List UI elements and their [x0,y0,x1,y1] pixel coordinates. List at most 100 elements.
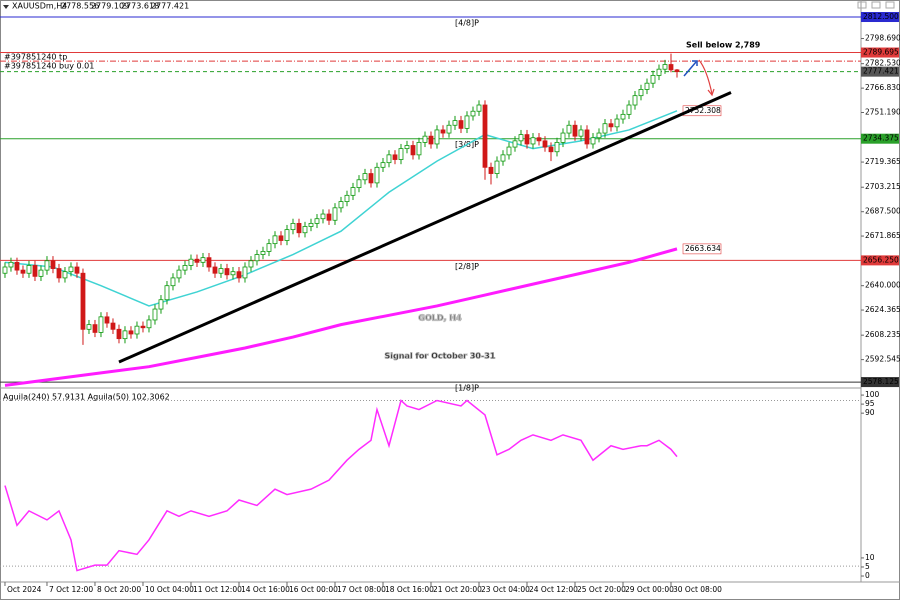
candle-body [626,104,632,115]
candle-body [302,226,308,234]
indicator-title: Aguila(240) 57.9131 Aguila(50) 102.3062 [3,393,170,402]
candle-body [32,265,38,277]
candle-body [254,254,260,262]
candle-body [278,235,284,241]
y-tick-label: 90 [865,408,875,417]
candle-body [650,75,656,84]
close-icon[interactable] [885,1,895,9]
watermark-subtitle: Signal for October 30-31 [385,352,496,361]
menu-icon[interactable] [3,5,9,9]
x-tick-label: 16 Oct 00:00 [289,585,338,594]
candle-body [212,266,218,274]
ohlc-header-value: 2779.109 [91,2,129,11]
candle-body [338,201,344,209]
candle-body [314,218,320,224]
candle-body [410,145,416,156]
candle-body [146,319,152,329]
candle-body [398,148,404,160]
y-tick-label: 2640.000 [865,281,900,290]
candle-body [566,124,572,134]
candle-body [488,166,494,174]
order-label: #397851240 buy 0.01 [4,62,94,71]
y-tick-label: 10 [865,553,875,562]
candle-body [128,330,134,335]
candle-body [548,146,554,153]
candle-body [632,95,638,106]
candle-body [152,308,158,321]
candle-body [176,269,182,279]
y-tick-label: 2624.365 [865,305,900,314]
candle-body [440,129,446,134]
candle-body [494,160,500,174]
candle-body [512,140,518,148]
ma-label: 2663.634 [685,244,721,253]
x-tick-label: 7 Oct 12:00 [49,585,93,594]
candle-body [110,322,116,330]
candle-body [524,134,530,145]
candle-body [200,257,206,263]
y-tick-label: 2751.190 [865,108,900,117]
candle-body [44,260,50,271]
price-tag-box [861,12,899,23]
price-tag-box [861,47,899,58]
candle-body [182,265,188,271]
x-tick-label: 14 Oct 16:00 [241,585,290,594]
ohlc-header-value: 2773.618 [121,2,159,11]
candle-body [350,187,356,196]
order-label: #397851240 tp [4,53,67,62]
y-tick-label: 2687.500 [865,207,900,216]
minimize-icon[interactable] [857,1,867,9]
candle-body [560,132,566,143]
down-arrow-head [707,88,715,97]
candle-body [116,328,122,340]
candle-body [572,124,578,137]
candle-body [20,269,26,274]
candle-body [260,251,266,255]
candle-body [590,137,596,145]
y-tick-label: 2782.530 [865,59,900,68]
candle-body [542,140,548,148]
candle-body [374,166,380,184]
price-tag: 2777.421 [863,67,899,76]
moving-average [4,110,678,307]
candle-body [224,268,230,276]
candle-body [368,173,374,184]
candle-body [428,135,434,145]
candle-body [452,120,458,126]
candle-body [608,123,614,128]
candle-body [98,316,104,333]
level-tag: [1/8]P [455,384,479,393]
candle-body [596,132,602,139]
candle-body [326,213,332,221]
candle-body [158,299,164,310]
x-tick-label: Oct 2024 [7,585,42,594]
candle-body [476,104,482,112]
candle-body [578,129,584,137]
up-arrow [683,61,697,77]
candle-body [194,258,200,263]
candle-body [344,194,350,202]
candle-body [536,137,542,142]
y-tick-label: 95 [865,399,875,408]
x-tick-label: 25 Oct 20:00 [577,585,626,594]
ohlc-header-value: 2777.421 [151,2,189,11]
y-tick-label: 2671.865 [865,231,900,240]
price-tag: 2812.500 [863,12,899,21]
candle-body [266,243,272,252]
watermark: GOLD, H4 [418,314,462,323]
candle-body [404,145,410,150]
candle-body [500,154,506,162]
level-tag: [2/8]P [455,262,479,271]
maximize-icon[interactable] [871,1,881,9]
x-tick-label: 10 Oct 04:00 [145,585,194,594]
x-tick-label: 30 Oct 08:00 [673,585,722,594]
y-tick-label: 2798.690 [865,34,900,43]
candle-body [104,316,110,324]
candle-body [284,229,290,241]
candle-body [92,324,98,333]
candle-body [134,325,140,335]
candle-body [356,179,362,188]
candle-body [518,134,524,142]
